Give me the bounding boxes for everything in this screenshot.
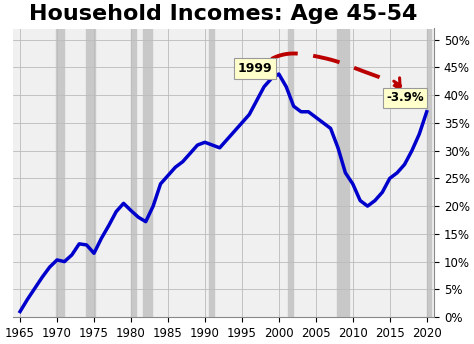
Bar [131,29,136,317]
Text: -3.9%: -3.9% [386,92,424,104]
Bar [427,29,431,317]
Bar [288,29,293,317]
Bar [210,29,214,317]
Bar [56,29,64,317]
Text: 1999: 1999 [238,62,273,75]
Bar [86,29,95,317]
Title: Household Incomes: Age 45-54: Household Incomes: Age 45-54 [29,4,418,24]
Bar [143,29,153,317]
Bar [337,29,349,317]
